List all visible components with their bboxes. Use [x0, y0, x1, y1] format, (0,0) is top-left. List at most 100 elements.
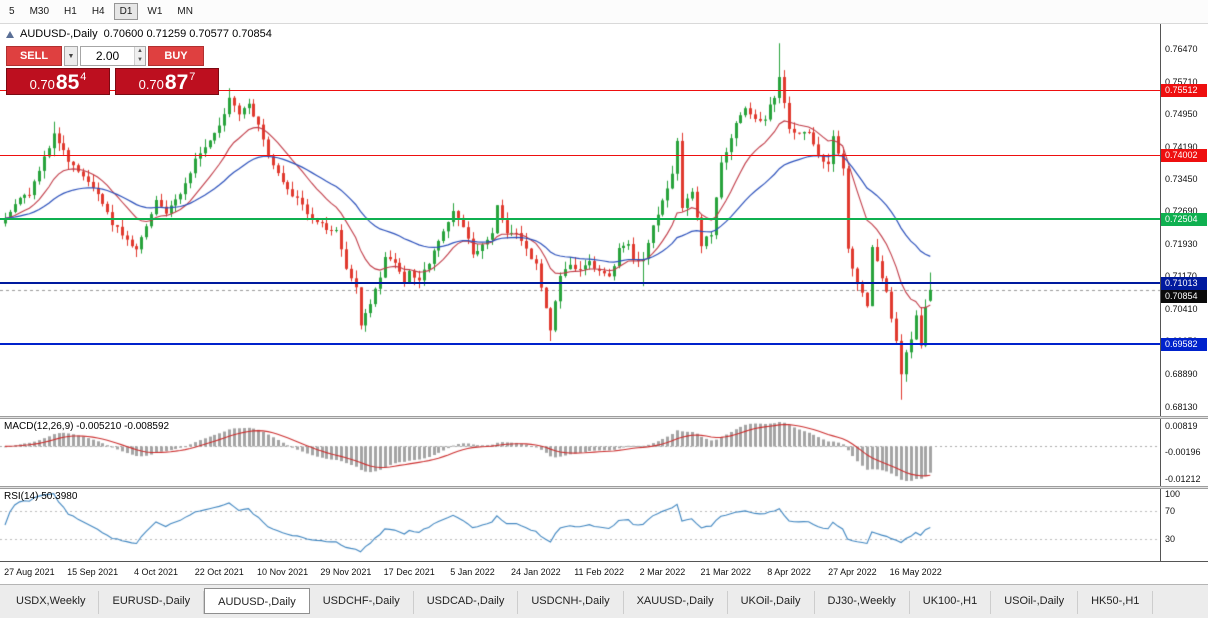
price-level-badge: 0.69582: [1161, 337, 1207, 351]
volume-input[interactable]: 2.00 ▲ ▼: [80, 46, 146, 66]
macd-panel: MACD(12,26,9) -0.005210 -0.008592: [0, 419, 1160, 486]
buy-price-main-digits: 87: [164, 71, 189, 95]
macd-canvas[interactable]: [0, 419, 1160, 486]
volume-spinner: ▲ ▼: [134, 47, 145, 65]
rsi-axis-label: 30: [1165, 533, 1176, 544]
price-axis-label: 0.74950: [1165, 109, 1198, 120]
price-axis-label: 0.68130: [1165, 401, 1198, 412]
horizontal-level-line[interactable]: [0, 343, 1160, 346]
time-axis-label: 21 Mar 2022: [700, 567, 752, 577]
chart-tab[interactable]: USOil-,Daily: [991, 591, 1079, 614]
time-axis-label: 27 Apr 2022: [828, 567, 877, 577]
volume-increase-button[interactable]: ▲: [135, 47, 145, 56]
price-axis-label: 0.76470: [1165, 44, 1198, 55]
main-chart-panel: AUDUSD-,Daily 0.70600 0.71259 0.70577 0.…: [0, 24, 1160, 416]
macd-indicator-label: MACD(12,26,9) -0.005210 -0.008592: [4, 421, 170, 432]
buy-price-prefix: 0.70: [138, 76, 164, 92]
chart-tab[interactable]: XAUUSD-,Daily: [624, 591, 728, 614]
chart-tab[interactable]: EURUSD-,Daily: [99, 591, 205, 614]
price-axis-label: 0.75710: [1165, 76, 1198, 87]
time-axis-label: 11 Feb 2022: [574, 567, 625, 577]
chart-tabs: USDX,Weekly EURUSD-,Daily AUDUSD-,Daily USD…: [0, 588, 1208, 614]
rsi-canvas[interactable]: [0, 489, 1160, 561]
chart-ohlc-values: 0.70600 0.71259 0.70577 0.70854: [103, 28, 272, 40]
rsi-axis-label: 70: [1165, 506, 1176, 517]
buy-button[interactable]: BUY: [148, 46, 204, 66]
macd-axis-label: -0.01212: [1165, 474, 1201, 484]
timeframe-button[interactable]: 5: [3, 3, 21, 20]
rsi-panel: RSI(14) 50.3980: [0, 489, 1160, 561]
horizontal-level-line[interactable]: [0, 282, 1160, 285]
horizontal-level-line[interactable]: [0, 89, 1160, 91]
time-axis-label: 8 Apr 2022: [767, 567, 811, 577]
chart-tab[interactable]: USDX,Weekly: [3, 591, 100, 614]
sell-price-display[interactable]: 0.70 85 4: [6, 68, 110, 95]
time-axis-label: 16 May 2022: [889, 567, 942, 577]
horizontal-level-line[interactable]: [0, 154, 1160, 156]
timeframe-toolbar: 5 M30 H1 H4 D1 W1 MN: [0, 0, 1208, 24]
price-axis-border: [1160, 24, 1161, 561]
buy-price-display[interactable]: 0.70 87 7: [115, 68, 219, 95]
volume-decrease-button[interactable]: ▼: [135, 56, 145, 65]
price-axis-label: 0.71170: [1165, 271, 1197, 281]
chart-tab[interactable]: DJ30-,Weekly: [815, 591, 910, 614]
macd-axis-label: -0.00196: [1165, 446, 1201, 457]
price-axis-label: 0.72690: [1165, 206, 1198, 217]
timeframe-button[interactable]: H4: [86, 3, 111, 20]
timeframe-button[interactable]: H1: [58, 3, 83, 20]
chart-symbol-period: AUDUSD-,Daily: [20, 28, 98, 40]
one-click-trading-panel: SELL ▼ 2.00 ▲ ▼ BUY 0.70 85 4: [6, 46, 219, 95]
volume-dropdown-button[interactable]: ▼: [64, 46, 78, 66]
current-price-badge: 0.70854: [1161, 289, 1207, 303]
chart-tab[interactable]: USDCHF-,Daily: [310, 591, 414, 614]
rsi-axis: 100 70 30: [1161, 489, 1208, 561]
price-axis-label: 0.74190: [1165, 141, 1198, 152]
time-axis-label: 17 Dec 2021: [383, 567, 435, 577]
chart-tab[interactable]: AUDUSD-,Daily: [204, 588, 310, 614]
price-axis-label: 0.71930: [1165, 238, 1198, 249]
timeframe-buttons: 5 M30 H1 H4 D1 W1 MN: [0, 3, 199, 20]
timeframe-button[interactable]: W1: [141, 3, 168, 20]
price-axis-label: 0.73450: [1165, 173, 1198, 184]
rsi-indicator-label: RSI(14) 50.3980: [4, 491, 78, 502]
time-axis[interactable]: 27 Aug 2021 15 Sep 2021 4 Oct 2021 22 Oct 2…: [0, 562, 1160, 584]
sell-price-prefix: 0.70: [29, 76, 55, 92]
price-level-badge: 0.72504: [1161, 212, 1207, 226]
time-axis-label: 29 Nov 2021: [320, 567, 372, 577]
price-level-badge: 0.74002: [1161, 148, 1207, 162]
chart-tab-bar: USDX,Weekly EURUSD-,Daily AUDUSD-,Daily USD…: [0, 584, 1208, 618]
time-axis-label: 22 Oct 2021: [194, 567, 244, 577]
time-axis-label: 4 Oct 2021: [133, 567, 178, 577]
chart-tab[interactable]: UKOil-,Daily: [728, 591, 815, 614]
chart-tab[interactable]: UK100-,H1: [910, 591, 992, 614]
price-axis-label: 0.70410: [1165, 303, 1198, 314]
rsi-axis-label: 100: [1165, 489, 1181, 499]
chart-title: AUDUSD-,Daily 0.70600 0.71259 0.70577 0.…: [6, 28, 272, 40]
time-axis-label: 27 Aug 2021: [4, 567, 55, 577]
one-click-panel-toggle-icon[interactable]: [6, 30, 14, 38]
chart-tab[interactable]: USDCAD-,Daily: [414, 591, 519, 614]
horizontal-level-line[interactable]: [0, 218, 1160, 221]
sell-price-main-digits: 85: [55, 71, 80, 95]
chart-tab[interactable]: HK50-,H1: [1078, 591, 1154, 614]
panel-splitter[interactable]: [0, 486, 1208, 489]
time-axis-label: 24 Jan 2022: [511, 567, 561, 577]
sell-price-pip-digit: 4: [80, 71, 87, 83]
time-axis-label: 15 Sep 2021: [67, 567, 119, 577]
trade-prices-row: 0.70 85 4 0.70 87 7: [6, 68, 219, 95]
chart-tab[interactable]: USDCNH-,Daily: [518, 591, 624, 614]
macd-axis: 0.00819 -0.00196 -0.01212: [1161, 419, 1208, 486]
time-axis-label: 10 Nov 2021: [257, 567, 309, 577]
price-axis[interactable]: 0.76470 0.75710 0.74950 0.74190 0.73450 0.726…: [1161, 24, 1208, 416]
time-axis-label: 5 Jan 2022: [450, 567, 495, 577]
sell-button[interactable]: SELL: [6, 46, 62, 66]
macd-axis-label: 0.00819: [1165, 421, 1198, 431]
panel-splitter[interactable]: [0, 416, 1208, 419]
timeframe-button[interactable]: M30: [24, 3, 55, 20]
price-level-badge: 0.71013: [1161, 276, 1207, 290]
price-axis-label: 0.68890: [1165, 369, 1198, 379]
time-axis-border: [0, 561, 1208, 562]
timeframe-button[interactable]: D1: [113, 3, 139, 20]
timeframe-button[interactable]: MN: [171, 3, 199, 20]
